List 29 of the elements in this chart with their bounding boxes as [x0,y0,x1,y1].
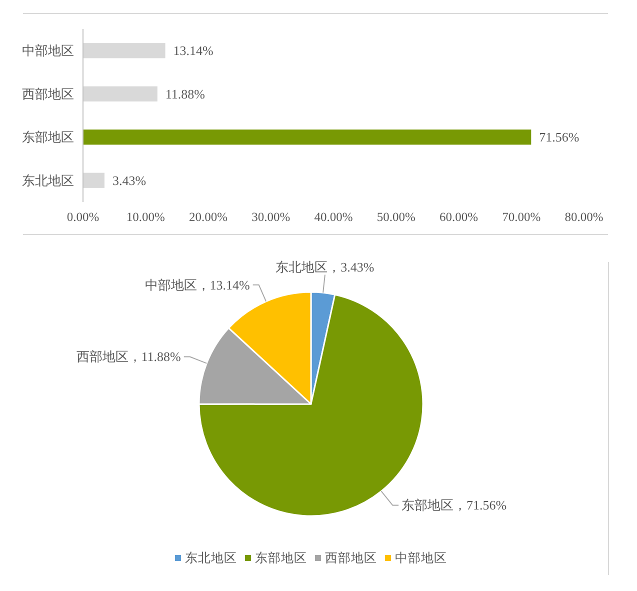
x-tick-label: 0.00% [66,210,100,224]
x-tick-label: 50.00% [376,210,416,224]
data-label: 中部地区，13.14% [144,277,250,292]
data-label: 11.88% [165,86,206,102]
x-tick-label: 40.00% [314,210,353,224]
data-label: 东北地区，3.43% [276,259,374,274]
data-label: 13.14% [173,43,214,58]
legend-label: 西部地区 [325,551,377,565]
data-label: 西部地区，11.88% [76,349,182,364]
legend-label: 东部地区 [255,551,307,565]
bar [83,86,158,102]
data-label: 71.56% [539,130,580,145]
y-tick-label: 西部地区 [22,86,74,102]
data-label: 3.43% [112,172,146,188]
x-tick-label: 60.00% [439,210,478,224]
x-tick-label: 80.00% [564,210,604,224]
bar [83,130,532,145]
x-tick-label: 10.00% [126,210,165,224]
y-tick-label: 中部地区 [22,43,74,58]
legend-label: 中部地区 [395,551,447,565]
legend-label: 东北地区 [185,551,237,565]
bar [83,43,166,58]
x-tick-label: 30.00% [252,210,290,224]
x-tick-label: 70.00% [502,210,541,224]
x-tick-label: 20.00% [188,210,228,224]
y-tick-label: 东部地区 [22,130,74,145]
data-label: 东部地区，71.56% [402,498,507,513]
y-tick-label: 东北地区 [22,172,74,188]
bar [83,172,104,188]
